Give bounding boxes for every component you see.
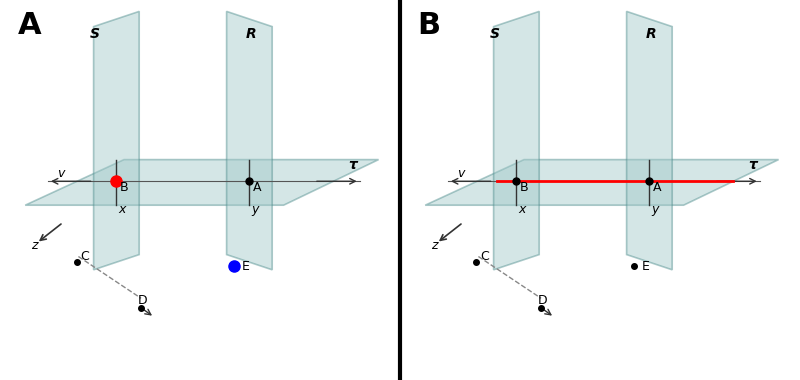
Text: C: C bbox=[80, 250, 89, 263]
Text: v: v bbox=[58, 168, 65, 180]
Text: A: A bbox=[654, 181, 662, 194]
Text: S: S bbox=[90, 27, 100, 41]
Text: E: E bbox=[642, 260, 650, 273]
Text: v: v bbox=[458, 168, 465, 180]
Polygon shape bbox=[226, 11, 272, 270]
Text: z: z bbox=[31, 239, 38, 252]
Text: E: E bbox=[242, 260, 250, 273]
Text: x: x bbox=[518, 203, 526, 216]
Text: A: A bbox=[18, 11, 42, 40]
Text: y: y bbox=[251, 203, 258, 216]
Text: x: x bbox=[118, 203, 126, 216]
Polygon shape bbox=[26, 160, 378, 205]
Text: D: D bbox=[138, 294, 147, 307]
Text: y: y bbox=[651, 203, 658, 216]
Text: R: R bbox=[646, 27, 656, 41]
Text: z: z bbox=[431, 239, 438, 252]
Text: D: D bbox=[538, 294, 547, 307]
Polygon shape bbox=[426, 160, 778, 205]
Text: B: B bbox=[520, 181, 529, 194]
Polygon shape bbox=[94, 11, 139, 270]
Text: C: C bbox=[480, 250, 489, 263]
Text: τ: τ bbox=[348, 158, 357, 172]
Polygon shape bbox=[494, 11, 539, 270]
Text: S: S bbox=[490, 27, 500, 41]
Text: B: B bbox=[418, 11, 441, 40]
Text: B: B bbox=[120, 181, 129, 194]
Text: R: R bbox=[246, 27, 256, 41]
Text: A: A bbox=[253, 181, 262, 194]
Polygon shape bbox=[626, 11, 672, 270]
Text: τ: τ bbox=[748, 158, 757, 172]
